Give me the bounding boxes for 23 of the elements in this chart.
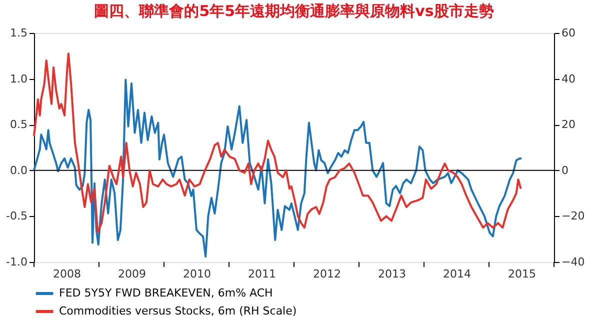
y2-tick-label: 0: [562, 164, 568, 177]
y2-tick-label: −40: [562, 256, 585, 268]
chart-title: 圖四、聯準會的5年5年遠期均衡通膨率與原物料vs股市走勢: [94, 2, 494, 20]
y2-tick-label: 20: [562, 118, 576, 132]
y-tick-label: 0.0: [10, 164, 28, 177]
x-tick-label: 2013: [378, 268, 406, 280]
x-tick-label: 2015: [508, 268, 536, 280]
y-tick-label: 1.0: [10, 72, 28, 86]
x-tick-label: 2008: [53, 268, 81, 280]
y-tick-label: -0.5: [6, 210, 28, 223]
y2-tick-label: 60: [562, 26, 576, 40]
y2-tick-label: 40: [562, 72, 576, 86]
x-tick-label: 2014: [443, 268, 471, 280]
x-tick-label: 2012: [313, 268, 341, 280]
y-tick-label: 1.5: [10, 26, 28, 40]
x-tick-label: 2011: [248, 268, 276, 280]
x-tick-label: 2010: [183, 268, 211, 280]
legend-label: Commodities versus Stocks, 6m (RH Scale): [59, 304, 297, 318]
x-tick-label: 2009: [118, 268, 146, 280]
y2-tick-label: −20: [562, 210, 585, 223]
legend-label: FED 5Y5Y FWD BREAKEVEN, 6m% ACH: [59, 286, 273, 300]
y-tick-label: -1.0: [6, 256, 28, 268]
y-tick-label: 0.5: [10, 118, 28, 132]
